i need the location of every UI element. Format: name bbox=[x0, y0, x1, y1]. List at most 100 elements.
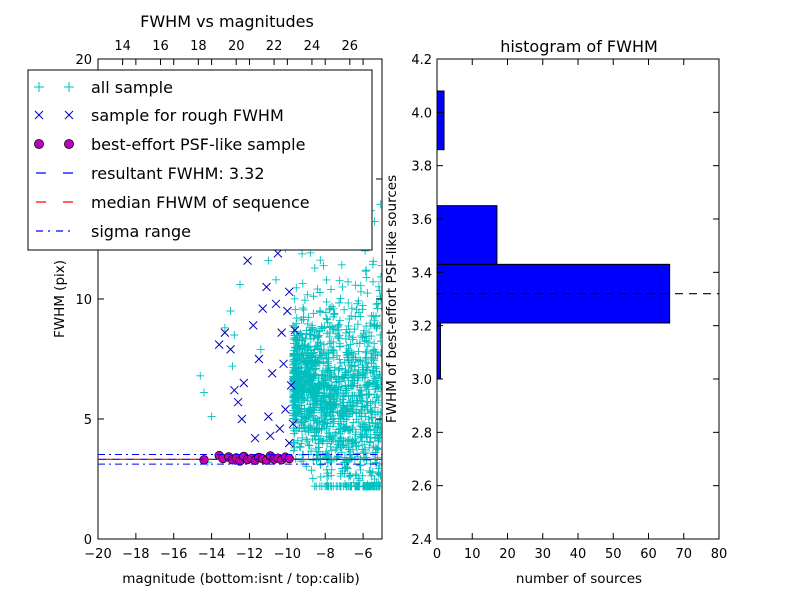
all-sample-point bbox=[345, 314, 354, 323]
all-sample-point bbox=[308, 383, 317, 392]
all-sample-point bbox=[342, 405, 351, 414]
all-sample-point bbox=[312, 444, 321, 453]
all-sample-point bbox=[317, 426, 326, 435]
rough-sample-point bbox=[271, 299, 281, 309]
all-sample-point bbox=[373, 392, 382, 401]
all-sample-point bbox=[304, 378, 313, 387]
all-sample-point bbox=[333, 408, 342, 417]
all-sample-point bbox=[306, 357, 315, 366]
all-sample-point bbox=[297, 335, 306, 344]
all-sample-point bbox=[331, 428, 340, 437]
all-sample-point bbox=[351, 353, 360, 362]
psf-sample-point bbox=[284, 453, 294, 464]
histogram-y-axis-label: FWHM of best-effort PSF-like sources bbox=[384, 175, 400, 423]
all-sample-point bbox=[352, 415, 361, 424]
all-sample-point bbox=[375, 286, 382, 295]
all-sample-point bbox=[355, 339, 364, 348]
all-sample-point bbox=[358, 402, 367, 411]
rough-sample-point bbox=[281, 405, 290, 414]
all-sample-point bbox=[377, 277, 382, 286]
histogram-ticks: 0 10 20 30 40 50 60 70 80 2.4 2.6 2.8 3.0 3.2 3.4 3.6 3.… bbox=[411, 53, 727, 562]
x-tick-label: −16 bbox=[160, 547, 187, 562]
x-tick-label: −18 bbox=[122, 547, 149, 562]
legend-label: sigma range bbox=[91, 222, 191, 241]
all-sample-point bbox=[376, 272, 382, 281]
all-sample-point bbox=[312, 419, 321, 428]
all-sample-point bbox=[329, 324, 338, 333]
all-sample-point bbox=[307, 325, 316, 334]
all-sample-point bbox=[303, 396, 312, 405]
all-sample-point bbox=[363, 366, 372, 375]
all-sample-point bbox=[228, 362, 237, 371]
all-sample-point bbox=[302, 435, 311, 444]
all-sample-point bbox=[230, 331, 239, 339]
all-sample-point bbox=[297, 368, 306, 377]
y-tick-label: 3.4 bbox=[411, 266, 432, 281]
rough-sample-point bbox=[226, 345, 235, 354]
all-sample-point bbox=[377, 261, 382, 270]
all-sample-point bbox=[332, 454, 341, 463]
all-sample-point bbox=[354, 482, 363, 491]
all-sample-point bbox=[301, 358, 310, 367]
all-sample-point bbox=[360, 440, 369, 449]
all-sample-point bbox=[367, 312, 376, 321]
all-sample-point bbox=[319, 261, 328, 270]
all-sample-point bbox=[295, 442, 304, 451]
all-sample-point bbox=[360, 430, 369, 439]
all-sample-point bbox=[327, 437, 336, 446]
all-sample-point bbox=[312, 456, 321, 465]
all-sample-point bbox=[324, 348, 333, 357]
all-sample-point bbox=[351, 281, 360, 290]
y-tick-label: 4.0 bbox=[411, 106, 432, 121]
all-sample-point bbox=[371, 398, 380, 407]
legend-label: resultant FWHM: 3.32 bbox=[91, 164, 265, 183]
all-sample-point bbox=[298, 388, 307, 397]
all-sample-point bbox=[335, 298, 344, 307]
all-sample-point bbox=[319, 436, 328, 445]
all-sample-point bbox=[314, 431, 323, 440]
all-sample-point bbox=[364, 415, 373, 424]
rough-sample-point bbox=[273, 249, 283, 258]
x-tick-label: 70 bbox=[675, 547, 692, 562]
all-sample-point bbox=[344, 298, 353, 307]
all-sample-point bbox=[329, 386, 338, 395]
all-sample-point bbox=[356, 391, 365, 400]
all-sample-point bbox=[371, 458, 380, 467]
all-sample-point bbox=[322, 390, 331, 399]
all-sample-point bbox=[337, 374, 346, 383]
all-sample-point bbox=[291, 382, 300, 391]
y-tick-label: 3.6 bbox=[411, 213, 432, 228]
all-sample-point bbox=[362, 424, 371, 433]
all-sample-point bbox=[339, 392, 348, 401]
all-sample-point bbox=[299, 423, 308, 432]
all-sample-point bbox=[322, 314, 331, 323]
all-sample-point bbox=[358, 368, 367, 377]
all-sample-point bbox=[354, 347, 363, 356]
all-sample-point bbox=[297, 316, 306, 325]
all-sample-point bbox=[335, 339, 344, 348]
all-sample-point bbox=[377, 415, 382, 424]
all-sample-point bbox=[331, 445, 340, 454]
all-sample-point bbox=[344, 373, 353, 382]
all-sample-point bbox=[355, 409, 364, 418]
all-sample-point bbox=[304, 441, 313, 450]
all-sample-point bbox=[376, 349, 382, 358]
all-sample-point bbox=[335, 320, 344, 329]
rough-sample-point bbox=[284, 287, 294, 297]
all-sample-point bbox=[327, 465, 336, 474]
all-sample-point bbox=[317, 403, 326, 412]
y-tick-label: 0 bbox=[84, 533, 92, 548]
all-sample-point bbox=[315, 379, 324, 388]
all-sample-point bbox=[331, 401, 340, 410]
rough-sample-point bbox=[284, 438, 294, 448]
all-sample-point bbox=[349, 445, 358, 454]
all-sample-point bbox=[344, 321, 353, 330]
all-sample-point bbox=[327, 446, 336, 455]
x-tick-label: 60 bbox=[640, 547, 657, 562]
all-sample-point bbox=[369, 277, 378, 286]
all-sample-point bbox=[289, 446, 298, 455]
rough-sample-point bbox=[243, 256, 252, 265]
all-sample-point bbox=[364, 359, 373, 368]
all-sample-point bbox=[335, 331, 344, 340]
rough-sample-point bbox=[233, 397, 243, 407]
